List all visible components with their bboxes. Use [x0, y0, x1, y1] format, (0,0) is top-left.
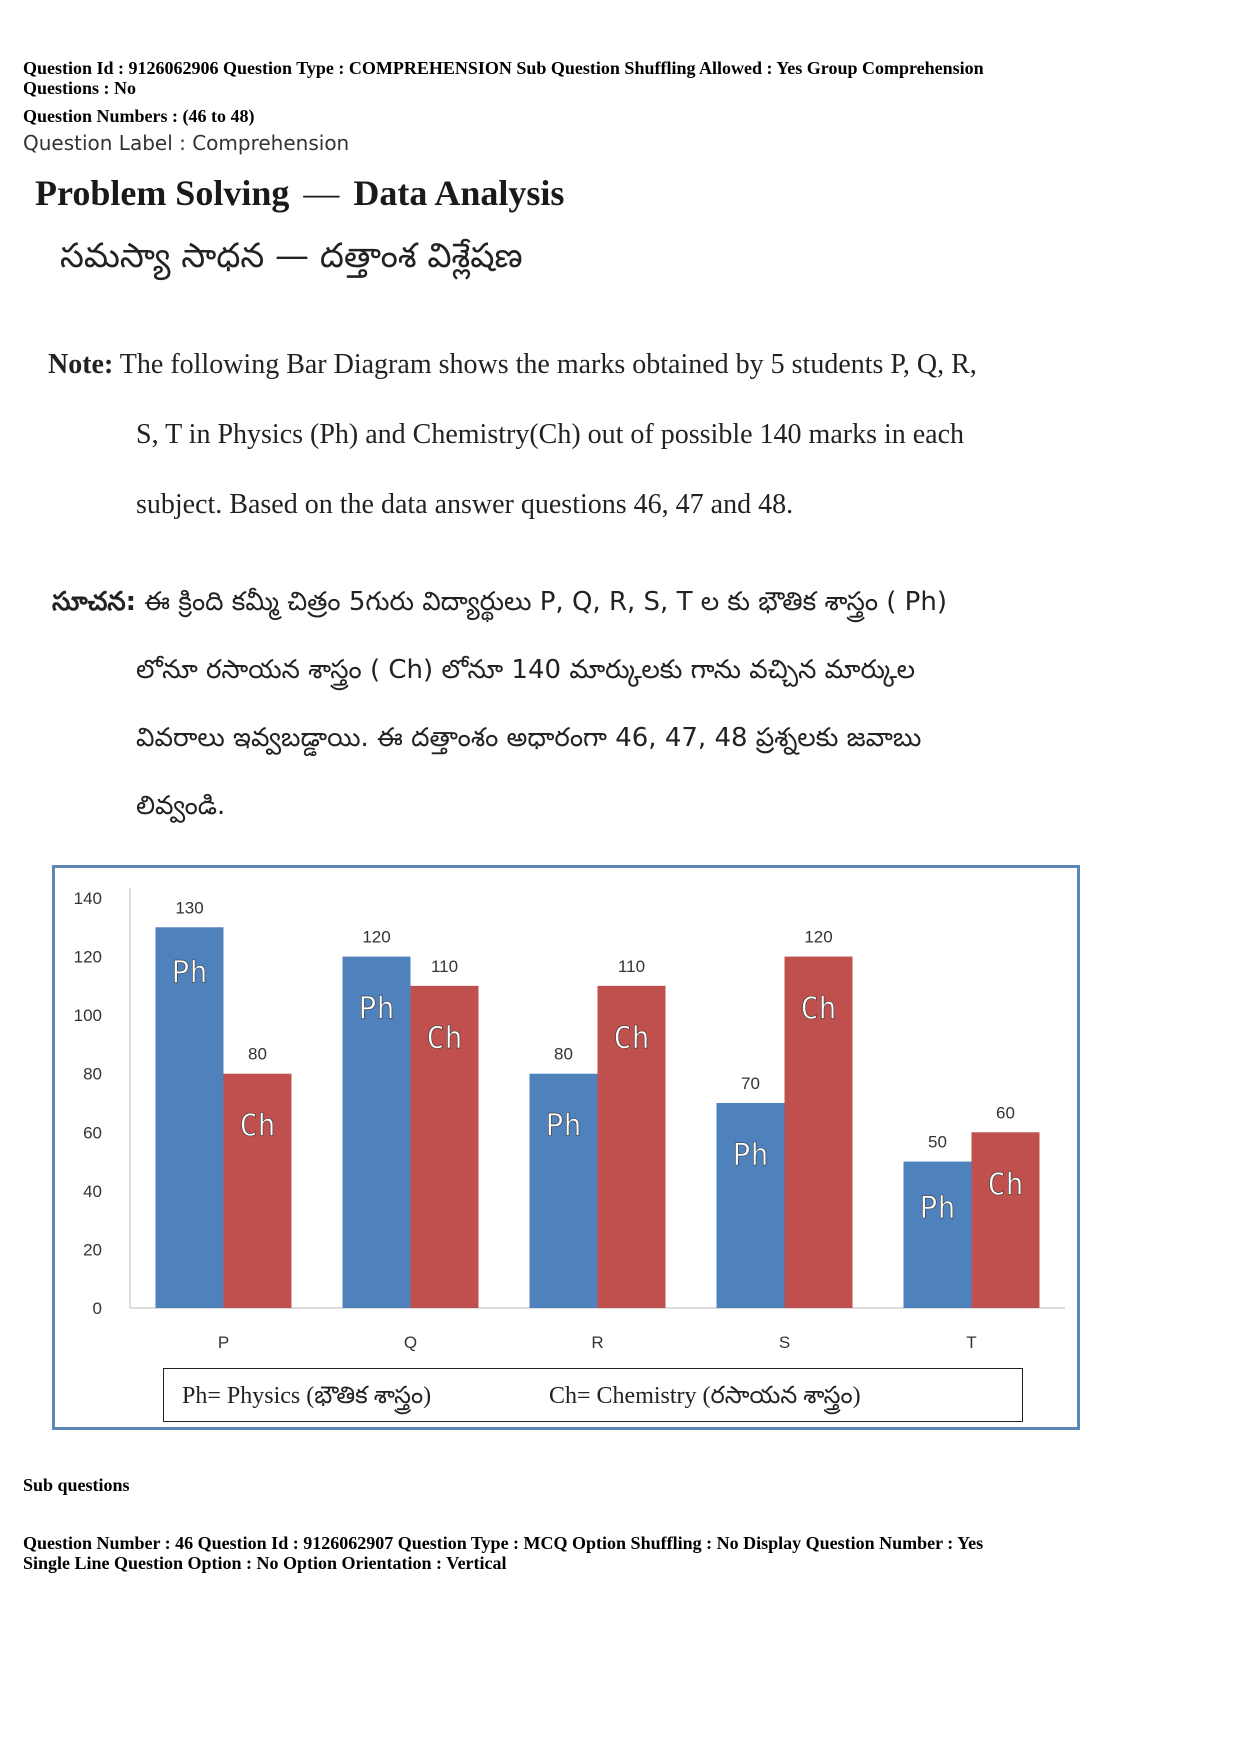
x-tick-label: S — [779, 1333, 790, 1352]
title-separator: — — [303, 173, 340, 213]
legend-physics: Ph= Physics (భౌతిక శాస్త్రం) — [182, 1383, 432, 1409]
data-label: 70 — [741, 1074, 760, 1093]
bar-inner-label: Ch — [613, 1021, 649, 1056]
data-label: 120 — [804, 928, 832, 947]
note-en-line1: The following Bar Diagram shows the mark… — [113, 349, 977, 380]
title-english: Problem Solving — Data Analysis — [35, 172, 564, 214]
data-label: 60 — [996, 1103, 1015, 1122]
note-te-line3: వివరాలు ఇవ్వబడ్డాయి. ఈ దత్తాంశం అధారంగా … — [136, 723, 922, 753]
bar-inner-label: Ch — [239, 1109, 275, 1144]
y-tick-label: 120 — [74, 948, 102, 967]
bar-inner-label: Ph — [358, 992, 394, 1027]
note-english: Note: The following Bar Diagram shows th… — [48, 330, 1098, 540]
data-label: 110 — [431, 957, 458, 976]
sub-question-meta-line1: Question Number : 46 Question Id : 91260… — [23, 1533, 984, 1553]
legend-chemistry: Ch= Chemistry (రసాయన శాస్త్రం) — [549, 1383, 861, 1409]
note-te-label: సూచన: — [52, 587, 137, 617]
title-telugu: సమస్యా సాధన — దత్తాంశ విశ్లేషణ — [60, 236, 523, 276]
bar-ph-r — [529, 1073, 598, 1308]
question-meta-line1: Question Id : 9126062906 Question Type :… — [23, 58, 984, 78]
title-right: Data Analysis — [353, 173, 565, 213]
data-label: 110 — [618, 957, 645, 976]
x-tick-label: Q — [404, 1333, 417, 1352]
sub-questions-heading: Sub questions — [23, 1475, 130, 1495]
x-tick-label: P — [218, 1333, 229, 1352]
note-te-line2: లోనూ రసాయన శాస్త్రం ( Ch) లోనూ 140 మార్క… — [136, 655, 916, 685]
bar-inner-label: Ch — [426, 1021, 462, 1056]
y-tick-label: 80 — [83, 1065, 102, 1084]
bar-ph-t — [903, 1161, 972, 1308]
sub-question-meta-line2: Single Line Question Option : No Option … — [23, 1553, 507, 1573]
question-meta-line2: Questions : No — [23, 78, 137, 98]
y-tick-label: 40 — [83, 1182, 102, 1201]
bar-ph-s — [716, 1103, 785, 1308]
data-label: 80 — [554, 1045, 573, 1064]
bar-inner-label: Ph — [919, 1191, 955, 1226]
note-label: Note: — [48, 349, 114, 380]
bar-ch-q — [410, 985, 479, 1308]
x-tick-label: R — [591, 1333, 603, 1352]
y-tick-label: 60 — [83, 1123, 102, 1142]
data-label: 120 — [362, 928, 390, 947]
data-label: 50 — [928, 1133, 947, 1152]
data-label: 80 — [248, 1045, 267, 1064]
bar-inner-label: Ph — [545, 1109, 581, 1144]
bar-inner-label: Ph — [732, 1138, 768, 1173]
question-numbers: Question Numbers : (46 to 48) — [23, 106, 255, 126]
bar-inner-label: Ch — [987, 1167, 1023, 1202]
bar-ch-r — [597, 985, 666, 1308]
bar-inner-label: Ph — [171, 955, 207, 990]
data-label: 130 — [175, 898, 203, 917]
bar-chart: 0 20 40 60 80 100 120 140 130 Ph 80 Ch P 120 Ph 110 Ch Q 8… — [74, 888, 1065, 1352]
bar-inner-label: Ch — [800, 992, 836, 1027]
bar-chart-frame: 0 20 40 60 80 100 120 140 130 Ph 80 Ch P 120 Ph 110 Ch Q 8… — [52, 865, 1080, 1430]
note-te-line4: లివ్వండి. — [136, 791, 226, 821]
y-tick-label: 0 — [93, 1299, 102, 1318]
title-left: Problem Solving — [35, 173, 290, 213]
note-telugu: సూచన: ఈ క్రింది కమ్మీ చిత్రం 5గురు విద్య… — [52, 568, 1102, 840]
question-label: Question Label : Comprehension — [23, 131, 350, 155]
bar-ch-s — [784, 956, 853, 1308]
x-tick-label: T — [966, 1333, 976, 1352]
bar-ch-p — [223, 1073, 292, 1308]
y-tick-label: 100 — [74, 1006, 102, 1025]
y-tick-label: 140 — [74, 889, 102, 908]
note-en-line3: subject. Based on the data answer questi… — [136, 489, 794, 520]
note-te-line1: ఈ క్రింది కమ్మీ చిత్రం 5గురు విద్యార్థుల… — [136, 587, 947, 617]
bar-ch-t — [971, 1132, 1040, 1308]
y-tick-label: 20 — [83, 1240, 102, 1259]
bar-ph-p — [155, 927, 224, 1308]
chart-legend: Ph= Physics (భౌతిక శాస్త్రం) Ch= Chemist… — [163, 1368, 1023, 1422]
bar-ph-q — [342, 956, 411, 1308]
note-en-line2: S, T in Physics (Ph) and Chemistry(Ch) o… — [136, 419, 965, 450]
